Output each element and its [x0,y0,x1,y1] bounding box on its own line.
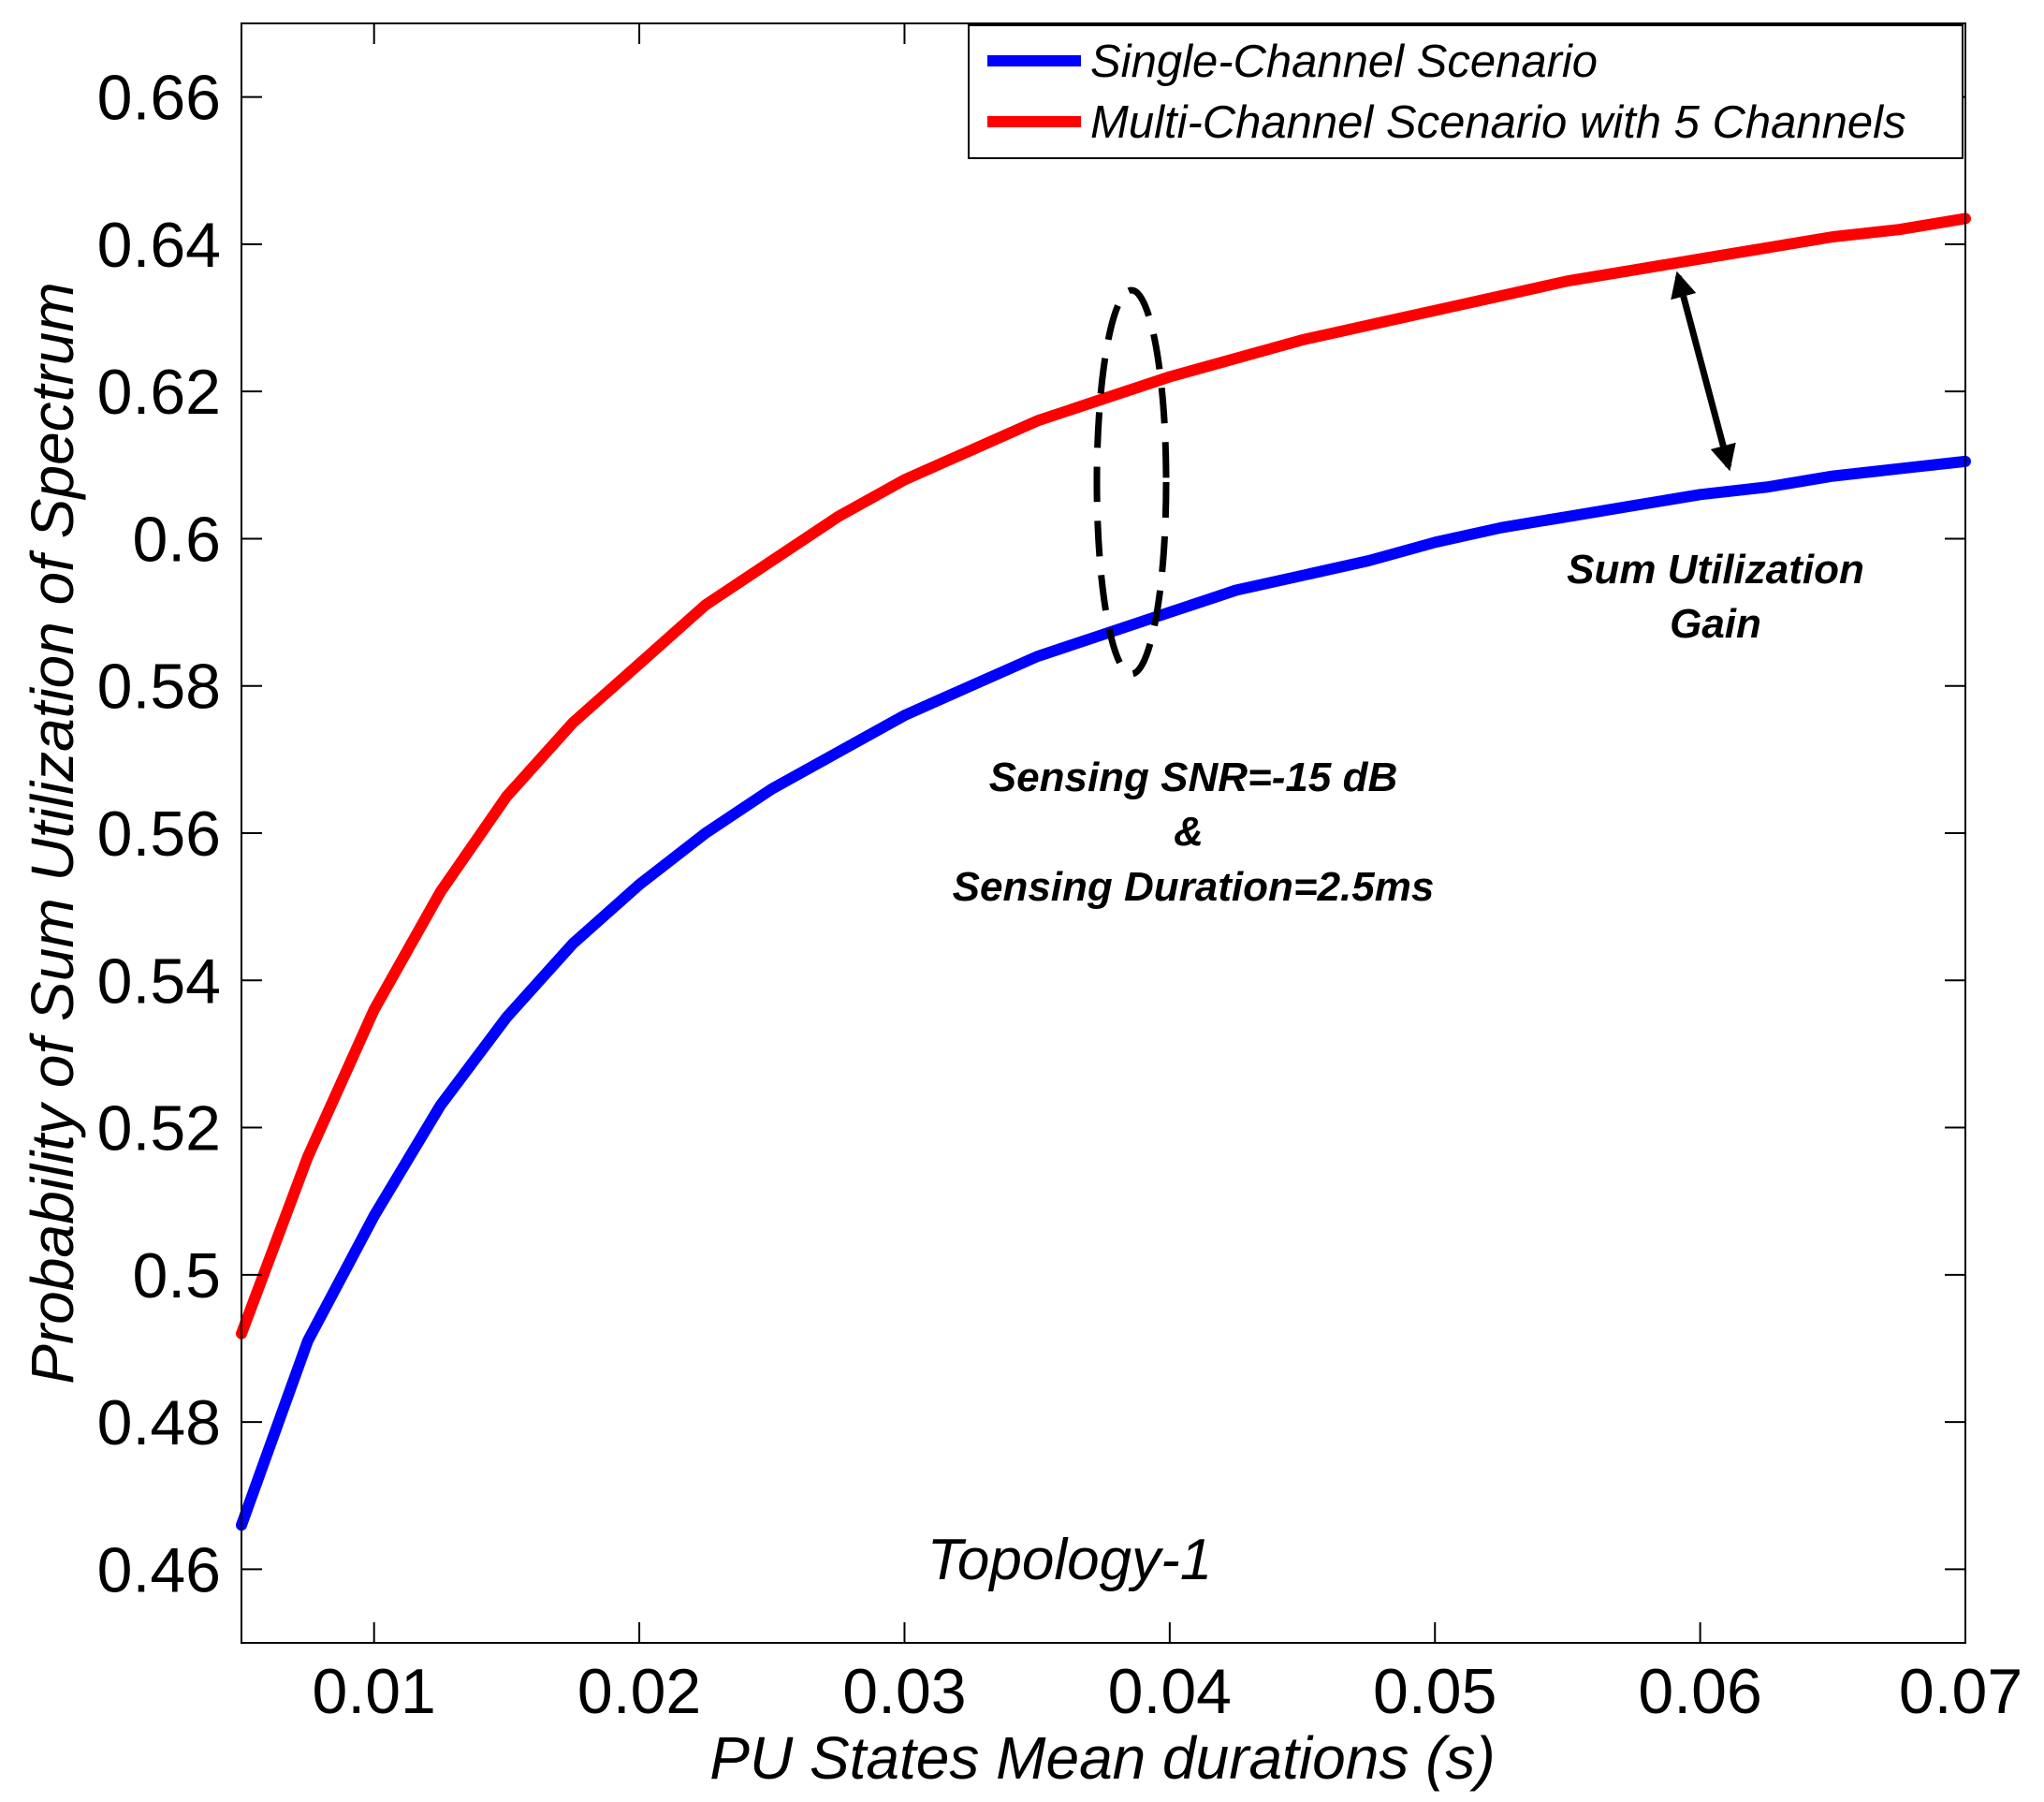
plot-background [241,23,1965,1643]
ticks-layer: 0.01 0.02 0.03 0.04 0.05 0.06 0.07 0.46 0.48 0.5 0… [97,23,2022,1727]
y-tick-label: 0.66 [97,63,221,134]
x-tick-label: 0.01 [313,1656,436,1727]
topology-label: Topology-1 [927,1528,1213,1592]
sensing-label-line3: Sensing Duration=2.5ms [953,864,1435,910]
y-tick-label: 0.54 [97,945,221,1017]
x-tick-label: 0.05 [1373,1656,1496,1727]
legend-label-single: Single-Channel Scenario [1090,37,1598,87]
series-line-multi-channel [236,212,1971,1340]
y-tick-label: 0.52 [97,1093,221,1165]
x-axis-title: PU States Mean durations (s) [709,1724,1495,1792]
series-line-single-channel [236,455,1971,1531]
legend-label-multi: Multi-Channel Scenario with 5 Channels [1090,97,1906,148]
plot-frame [241,22,1966,1644]
gain-label-line1: Sum Utilization [1567,547,1864,593]
gain-label-line2: Gain [1670,601,1761,647]
y-tick-label: 0.62 [97,357,221,428]
y-axis-title: Probability of Sum Utilization of Spectr… [19,282,86,1384]
y-tick-label: 0.48 [97,1387,221,1458]
x-tick-label: 0.02 [577,1656,701,1727]
sensing-label-line2: & [1174,809,1204,855]
legend-box [968,24,1964,159]
y-tick-label: 0.58 [97,652,221,723]
y-tick-label: 0.6 [132,504,221,575]
x-tick-label: 0.03 [842,1656,966,1727]
legend: Single-Channel Scenario Multi-Channel Sc… [968,24,1964,159]
y-tick-label: 0.56 [97,798,221,870]
y-tick-label: 0.46 [97,1534,221,1605]
x-tick-label: 0.06 [1638,1656,1761,1727]
x-tick-label: 0.04 [1108,1656,1232,1727]
gain-double-arrow [1671,271,1736,472]
annotation-ellipse [1093,286,1170,678]
y-tick-label: 0.64 [97,210,221,281]
x-tick-label: 0.07 [1899,1656,2022,1727]
series-layer [236,212,1971,1531]
y-tick-label: 0.5 [132,1240,221,1311]
sensing-label-line1: Sensing SNR=-15 dB [989,754,1397,800]
